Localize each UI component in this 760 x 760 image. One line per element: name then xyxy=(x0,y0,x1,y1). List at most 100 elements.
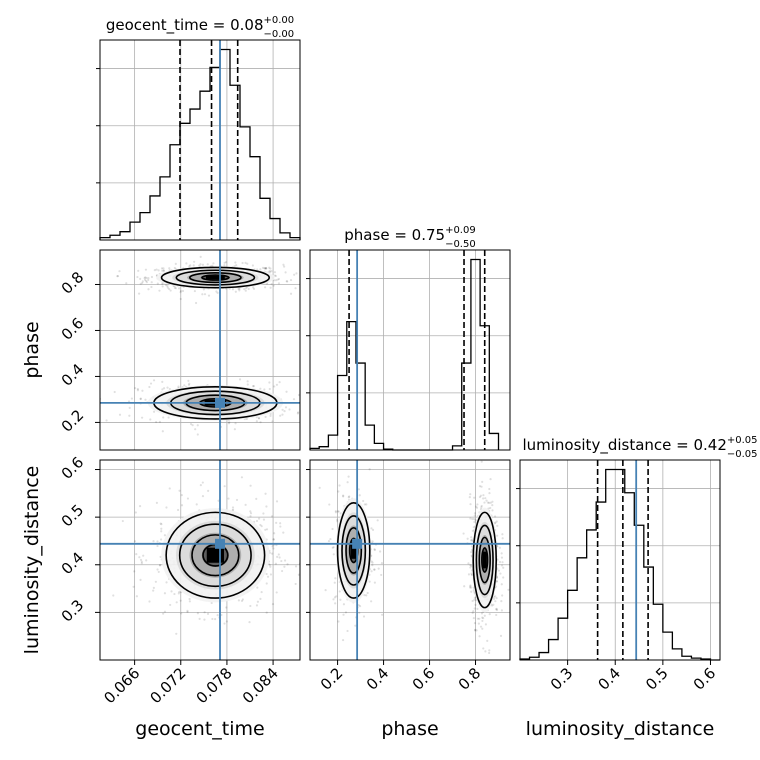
scatter-point xyxy=(474,628,477,631)
scatter-point xyxy=(147,276,150,280)
scatter-point xyxy=(270,270,273,273)
scatter-point xyxy=(354,624,357,627)
scatter-point xyxy=(152,539,155,543)
scatter-point xyxy=(480,460,483,463)
scatter-point xyxy=(484,623,487,626)
panel-frame xyxy=(519,459,721,661)
scatter-point xyxy=(480,612,484,615)
scatter-point xyxy=(139,578,142,581)
scatter-point xyxy=(138,505,142,508)
scatter-point xyxy=(377,567,380,570)
scatter-point xyxy=(143,278,147,281)
scatter-point xyxy=(480,506,483,509)
scatter-point xyxy=(188,597,191,601)
scatter-point xyxy=(463,585,466,588)
scatter-point xyxy=(297,393,300,397)
scatter-point xyxy=(145,281,148,284)
scatter-point xyxy=(206,612,210,615)
scatter-point xyxy=(252,384,256,388)
scatter-point xyxy=(302,411,304,413)
title-sub: −0.00 xyxy=(264,29,295,40)
scatter-point xyxy=(268,266,271,269)
scatter-point xyxy=(482,617,485,620)
scatter-point xyxy=(227,422,231,425)
scatter-point xyxy=(336,520,339,523)
scatter-point xyxy=(288,408,291,411)
scatter-point xyxy=(179,289,182,293)
scatter-point xyxy=(296,411,300,414)
y-tick-label-phase: 0.8 xyxy=(58,268,88,298)
scatter-point xyxy=(234,290,237,293)
scatter-point xyxy=(180,504,184,507)
scatter-point xyxy=(478,485,482,488)
scatter-point xyxy=(140,560,143,563)
scatter-point xyxy=(257,517,261,520)
scatter-point xyxy=(347,475,350,478)
scatter-point xyxy=(283,410,286,413)
contour-line xyxy=(481,547,489,573)
scatter-point xyxy=(498,546,501,549)
scatter-point xyxy=(495,607,498,611)
title-sub: −0.05 xyxy=(727,449,758,460)
scatter-point xyxy=(241,261,244,265)
scatter-point xyxy=(163,534,167,537)
scatter-point xyxy=(224,261,228,264)
scatter-point xyxy=(183,384,186,387)
scatter-point xyxy=(469,566,472,569)
scatter-point xyxy=(160,523,163,526)
contour-line xyxy=(165,511,266,599)
scatter-panel-phase-luminosity_distance xyxy=(309,459,511,661)
scatter-point xyxy=(166,386,169,389)
scatter-point xyxy=(118,413,122,416)
scatter-point xyxy=(187,379,190,382)
scatter-point xyxy=(478,617,481,620)
scatter-point xyxy=(270,283,273,286)
scatter-point xyxy=(193,289,196,293)
scatter-point xyxy=(507,588,510,591)
scatter-point xyxy=(125,282,128,285)
scatter-point xyxy=(371,564,374,567)
scatter-point xyxy=(195,503,198,506)
scatter-point xyxy=(139,397,142,400)
scatter-point xyxy=(210,601,213,605)
scatter-point xyxy=(265,528,269,531)
y-tick-label-luminosity_distance: 0.4 xyxy=(58,548,88,578)
scatter-point xyxy=(235,498,239,502)
scatter-point xyxy=(257,417,261,420)
scatter-point xyxy=(373,568,376,571)
scatter-point xyxy=(170,590,173,593)
scatter-point xyxy=(97,269,99,271)
scatter-point xyxy=(321,271,323,273)
y-tick-label-phase: 0.4 xyxy=(58,360,88,390)
scatter-point xyxy=(179,297,182,301)
scatter-point xyxy=(159,522,162,525)
scatter-point xyxy=(333,596,337,599)
scatter-point xyxy=(501,561,504,564)
scatter-point xyxy=(152,379,156,382)
scatter-point xyxy=(491,509,494,512)
scatter-point xyxy=(481,616,484,619)
scatter-point xyxy=(488,651,491,655)
scatter-point xyxy=(268,387,271,391)
scatter-point xyxy=(273,274,277,277)
scatter-point xyxy=(283,265,286,268)
y-tick-label-luminosity_distance: 0.3 xyxy=(58,596,88,626)
scatter-point xyxy=(281,408,284,411)
scatter-point xyxy=(139,397,142,401)
scatter-point xyxy=(470,550,473,554)
scatter-point xyxy=(262,512,265,515)
scatter-point xyxy=(173,286,176,290)
scatter-point xyxy=(271,420,274,423)
scatter-point xyxy=(141,389,144,392)
scatter-point xyxy=(470,539,473,542)
scatter-point xyxy=(468,586,472,589)
scatter-point xyxy=(264,415,267,418)
contour-line xyxy=(178,523,252,588)
scatter-point xyxy=(268,381,271,384)
x-tick-label-phase: 0.8 xyxy=(455,664,485,694)
scatter-point xyxy=(246,380,249,383)
scatter-point xyxy=(238,378,242,381)
contour-line xyxy=(478,536,491,584)
scatter-point xyxy=(279,414,282,417)
scatter-point xyxy=(231,508,235,511)
